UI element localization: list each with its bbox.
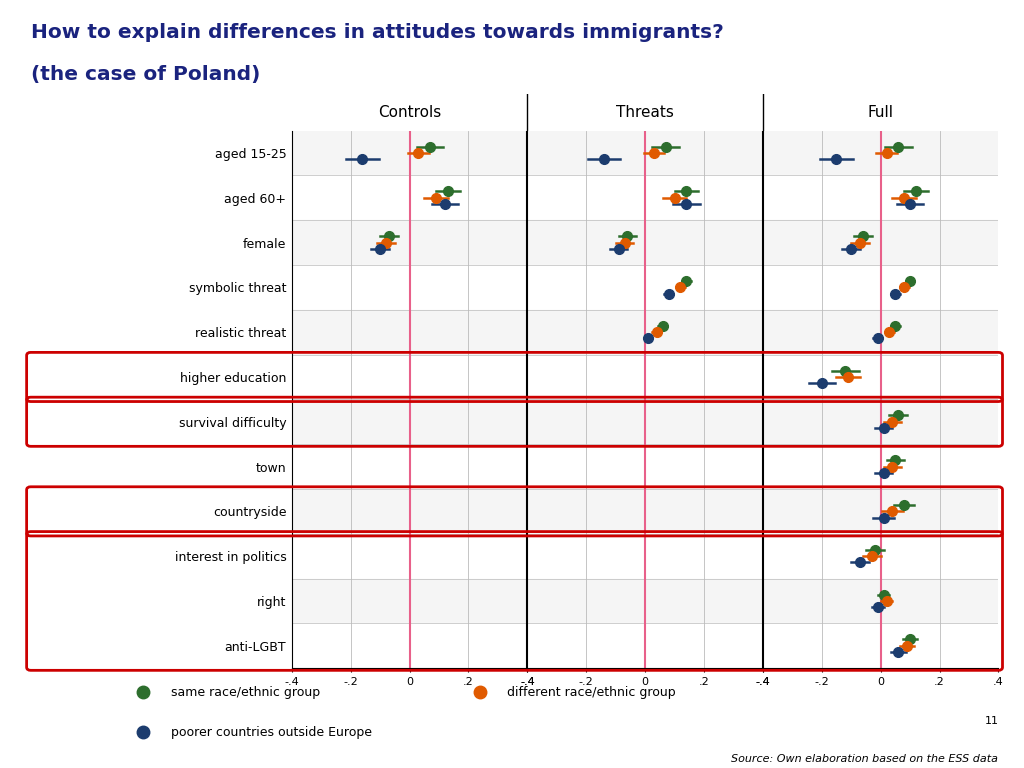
Text: same race/ethnic group: same race/ethnic group bbox=[171, 686, 321, 699]
Bar bbox=[292, 444, 998, 489]
Bar bbox=[292, 131, 998, 175]
Text: Controls: Controls bbox=[378, 104, 441, 120]
Bar bbox=[292, 578, 998, 624]
Bar bbox=[292, 624, 998, 668]
Text: Threats: Threats bbox=[616, 104, 674, 120]
Bar bbox=[292, 399, 998, 444]
Text: 11: 11 bbox=[984, 716, 998, 726]
Text: Full: Full bbox=[867, 104, 894, 120]
Text: (the case of Poland): (the case of Poland) bbox=[31, 65, 260, 84]
Bar bbox=[292, 220, 998, 265]
Bar bbox=[292, 534, 998, 578]
Bar bbox=[292, 355, 998, 399]
Bar bbox=[292, 489, 998, 534]
Text: poorer countries outside Europe: poorer countries outside Europe bbox=[171, 726, 372, 739]
Bar bbox=[292, 175, 998, 220]
Bar bbox=[292, 310, 998, 355]
Text: Source: Own elaboration based on the ESS data: Source: Own elaboration based on the ESS… bbox=[731, 754, 998, 764]
Text: different race/ethnic group: different race/ethnic group bbox=[507, 686, 676, 699]
Text: How to explain differences in attitudes towards immigrants?: How to explain differences in attitudes … bbox=[31, 23, 724, 42]
Bar bbox=[292, 265, 998, 310]
